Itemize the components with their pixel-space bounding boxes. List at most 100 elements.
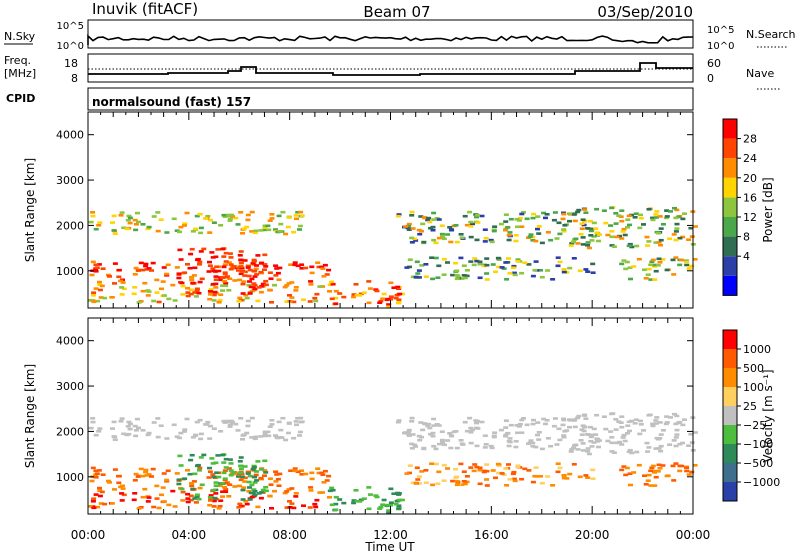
velocity-cell <box>468 441 474 445</box>
velocity-cell <box>506 463 511 466</box>
velocity-cell <box>210 462 216 465</box>
velocity-cell <box>450 479 456 483</box>
velocity-cell <box>504 484 510 487</box>
velocity-cell <box>351 501 357 505</box>
velocity-cell <box>263 471 269 474</box>
colorbar-swatch <box>723 463 737 482</box>
power-cell <box>110 221 115 224</box>
power-cell <box>207 218 213 222</box>
power-cell <box>358 292 364 296</box>
power-cell <box>170 283 176 287</box>
velocity-cell <box>211 499 217 503</box>
power-cell <box>208 293 213 296</box>
velocity-cell <box>319 471 325 475</box>
power-cell <box>445 261 450 264</box>
velocity-cell <box>616 420 622 423</box>
power-cell <box>477 260 483 264</box>
velocity-cell <box>590 433 595 437</box>
power-cell <box>477 276 483 280</box>
velocity-cell <box>188 498 194 502</box>
power-cell <box>119 286 125 289</box>
power-cell <box>454 240 460 244</box>
nsearch-tick-low: 10^0 <box>707 41 734 52</box>
velocity-cell <box>142 487 148 491</box>
power-cell <box>178 225 184 229</box>
velocity-cell <box>575 448 581 451</box>
power-cell <box>652 265 657 268</box>
velocity-cell <box>245 424 251 428</box>
velocity-cell <box>454 483 460 487</box>
velocity-cell <box>561 434 567 437</box>
power-cell <box>445 233 451 236</box>
velocity-cell <box>554 443 560 446</box>
velocity-cell <box>522 467 528 471</box>
power-cell <box>550 278 556 281</box>
velocity-cell <box>448 434 454 437</box>
power-cell <box>623 267 629 271</box>
velocity-cell <box>133 429 139 432</box>
power-cell <box>90 294 96 297</box>
velocity-cell <box>284 490 290 493</box>
velocity-cell <box>552 417 558 420</box>
power-cell <box>231 265 237 268</box>
power-cell <box>454 269 460 273</box>
power-cell <box>161 294 167 297</box>
power-cell <box>673 238 679 242</box>
velocity-cell <box>207 424 213 428</box>
velocity-cell <box>146 496 152 499</box>
velocity-cell <box>100 473 106 476</box>
velocity-cell <box>544 419 550 422</box>
velocity-cell <box>399 498 405 502</box>
power-cell <box>185 294 191 298</box>
power-cell <box>197 263 202 266</box>
power-cell <box>297 224 303 228</box>
velocity-cell <box>594 437 600 440</box>
power-cell <box>367 287 373 290</box>
power-cell <box>689 235 695 238</box>
power-cell <box>121 226 127 230</box>
velocity-cell <box>155 435 161 439</box>
velocity-cell <box>182 477 188 480</box>
velocity-cell <box>653 475 659 479</box>
velocity-cell <box>657 467 663 470</box>
power-cell <box>533 260 539 263</box>
power-cell <box>448 228 454 231</box>
velocity-cell <box>320 473 326 476</box>
velocity-cell <box>224 481 230 485</box>
velocity-cell <box>684 469 690 473</box>
velocity-cell <box>468 466 474 469</box>
velocity-cell <box>510 472 516 476</box>
power-cell <box>291 300 297 304</box>
velocity-cell <box>89 479 95 483</box>
velocity-cell <box>632 422 638 425</box>
colorbar-tick-label: −100 <box>743 438 773 451</box>
power-cell <box>658 243 664 247</box>
velocity-cell <box>655 470 661 473</box>
power-cell <box>308 280 314 283</box>
velocity-cell <box>664 421 670 424</box>
velocity-cell <box>441 443 447 447</box>
velocity-cell <box>568 450 574 453</box>
velocity-cell <box>674 428 680 432</box>
velocity-cell <box>507 437 513 440</box>
power-cell <box>674 227 680 230</box>
velocity-cell <box>477 482 483 486</box>
power-cell <box>491 229 497 233</box>
power-cell <box>307 300 313 303</box>
velocity-cell <box>222 469 228 472</box>
velocity-cell <box>182 430 187 433</box>
colorbar-swatch <box>723 349 737 368</box>
power-cell <box>127 221 133 225</box>
power-cell <box>454 277 460 281</box>
freq-tick-low: 8 <box>71 72 78 85</box>
power-cell <box>126 214 132 218</box>
velocity-cell <box>149 475 154 478</box>
nave-tick-high: 60 <box>707 57 721 70</box>
velocity-cell <box>403 431 409 434</box>
colorbar-frame <box>722 118 738 296</box>
velocity-cell <box>470 428 475 432</box>
power-cell <box>272 283 277 287</box>
power-cell <box>660 258 666 261</box>
power-cell <box>308 283 314 286</box>
colorbar-tick-label: 500 <box>743 362 764 375</box>
